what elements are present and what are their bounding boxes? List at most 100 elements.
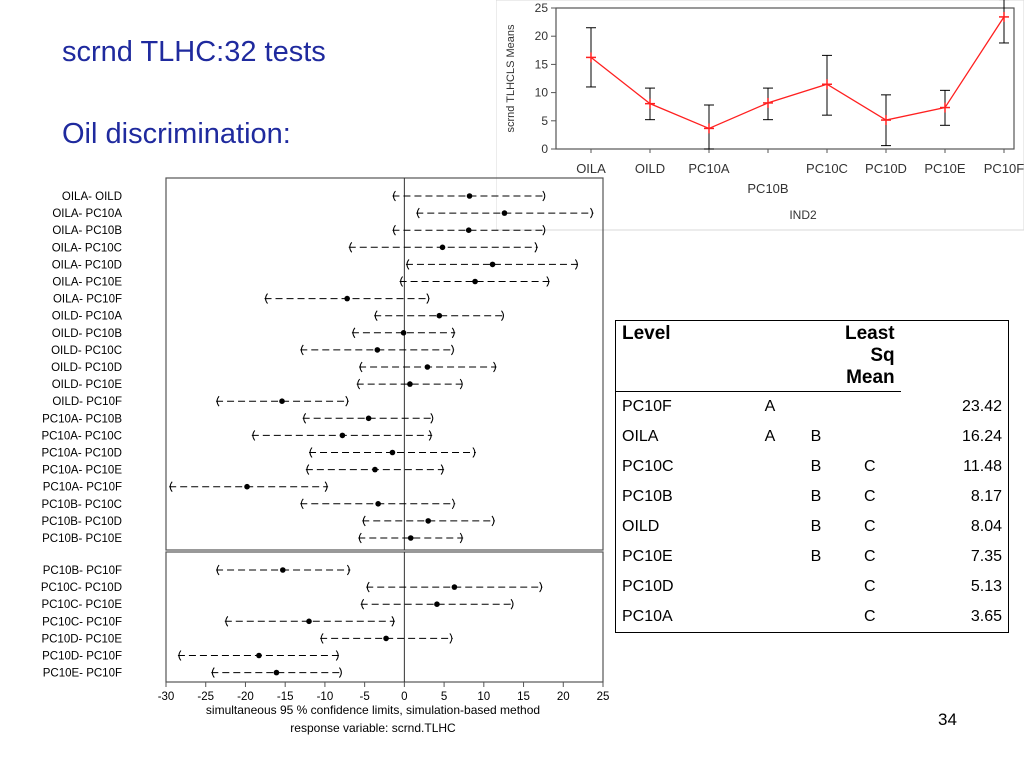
group-letter-cell: [747, 602, 793, 633]
interval-lower-bracket: [366, 581, 370, 593]
point-estimate: [472, 278, 478, 285]
interval-lower-bracket: [216, 564, 220, 576]
table-row: PC10F A 23.42: [616, 392, 1009, 423]
point-estimate: [372, 466, 378, 473]
point-estimate: [407, 381, 413, 387]
x-tick-label: -20: [237, 691, 254, 703]
least-squares-table-body: PC10F A 23.42 OILA A B 16.24 PC10C B C 11.48 PC10B B…: [616, 392, 1009, 633]
group-letter-cell: C: [864, 518, 876, 535]
interval-upper-bracket: [430, 412, 434, 424]
comparison-label: PC10A- PC10C: [41, 430, 122, 442]
interval-lower-bracket: [362, 515, 366, 527]
x-tick-label: 25: [597, 691, 610, 703]
interval-lower-bracket: [306, 464, 310, 475]
comparison-label: OILA- PC10B: [52, 225, 122, 237]
point-estimate: [389, 449, 396, 456]
comparison-label: PC10A- PC10F: [43, 482, 122, 494]
table-row: PC10B B C 8.17: [616, 482, 1009, 512]
lsmean-cell: 11.48: [963, 458, 1002, 475]
interval-upper-bracket: [590, 207, 593, 219]
group-letter-cell: C: [864, 548, 876, 565]
interval-lower-bracket: [406, 259, 410, 270]
slide-subtitle: Oil discrimination:: [62, 118, 291, 150]
group-letter-cell: A: [764, 428, 776, 445]
interval-lower-bracket: [216, 395, 220, 407]
interval-upper-bracket: [542, 224, 546, 236]
interval-lower-bracket: [392, 224, 396, 236]
comparison-label: OILA- PC10D: [52, 259, 122, 271]
interval-upper-bracket: [449, 633, 453, 644]
means-plot-frame: [555, 7, 1015, 150]
ls-means-chart: 0 5 10 15 20 25 scrnd TLHCLS Means OILA OILD PC10…: [496, 0, 1024, 231]
table-header-row: Level Least Sq Mean: [615, 320, 1009, 392]
mean-point-marker: [999, 11, 1009, 22]
point-estimate: [339, 432, 346, 439]
interval-upper-bracket: [501, 310, 504, 322]
table-row: PC10D C 5.13: [616, 572, 1009, 602]
lsmean-cell: 5.13: [970, 578, 1002, 595]
point-estimate: [344, 295, 350, 302]
interval-lower-bracket: [309, 447, 313, 458]
level-cell: OILD: [622, 518, 660, 535]
x-tick-label: -5: [360, 691, 370, 703]
comparison-label: OILD- PC10C: [51, 345, 122, 357]
interval-lower-bracket: [178, 650, 182, 661]
comparison-label: PC10C- PC10F: [42, 616, 122, 628]
interval-upper-bracket: [451, 344, 454, 356]
comparison-label: PC10A- PC10B: [42, 413, 122, 425]
pairwise-interval-chart: OILA- OILD OILA- PC10A OILA- PC10B OILA- PC…: [41, 177, 610, 735]
x-tick-label: 10: [477, 691, 490, 703]
point-estimate: [375, 501, 381, 507]
point-estimate: [466, 193, 473, 199]
y-axis-title: scrnd TLHCLS Means: [505, 24, 517, 133]
x-axis-title: IND2: [789, 208, 817, 222]
interval-upper-bracket: [510, 598, 514, 610]
interval-upper-bracket: [324, 481, 328, 493]
level-cell: PC10B: [622, 488, 673, 505]
group-letter-cell: [793, 602, 839, 633]
comparison-label: PC10B- PC10C: [41, 499, 122, 511]
lsmean-cell: 8.04: [970, 518, 1002, 535]
group-letter-cell: B: [810, 428, 822, 445]
group-letter-cell: [747, 572, 793, 602]
level-cell: PC10E: [622, 548, 673, 565]
interval-upper-bracket: [428, 430, 432, 441]
interval-panel-frame: [165, 551, 604, 683]
mean-point-marker: [822, 79, 832, 90]
comparison-label: OILD- PC10E: [52, 379, 123, 391]
interval-upper-bracket: [493, 361, 497, 373]
level-cell: PC10D: [622, 578, 674, 595]
y-tick-label: 0: [541, 142, 548, 156]
group-letter-cell: B: [810, 458, 822, 475]
interval-lower-bracket: [225, 615, 229, 627]
table-row: PC10E B C 7.35: [616, 542, 1009, 572]
interval-lower-bracket: [320, 633, 324, 644]
interval-lower-bracket: [252, 430, 256, 441]
comparison-label: OILD- PC10D: [51, 362, 122, 374]
interval-upper-bracket: [539, 581, 543, 593]
level-cell: PC10A: [622, 608, 673, 625]
interval-upper-bracket: [451, 327, 455, 339]
x-tick-label: PC10D: [865, 161, 907, 176]
comparison-label: PC10C- PC10E: [41, 599, 122, 611]
interval-upper-bracket: [391, 615, 395, 627]
lsmean-cell: 8.17: [970, 488, 1002, 505]
point-estimate: [256, 652, 262, 659]
interval-upper-bracket: [542, 190, 546, 202]
interval-upper-bracket: [491, 515, 495, 527]
interval-lower-bracket: [400, 276, 403, 287]
comparison-label: OILD- PC10A: [52, 311, 123, 323]
interval-lower-bracket: [357, 378, 361, 390]
x-tick-label: PC10B: [747, 181, 788, 196]
group-letter-cell: B: [810, 518, 822, 535]
interval-upper-bracket: [345, 395, 349, 407]
mean-point-marker: [881, 115, 891, 126]
interval-upper-bracket: [546, 276, 550, 287]
group-letter-cell: [747, 512, 793, 542]
point-estimate: [501, 210, 508, 216]
point-estimate: [439, 244, 446, 251]
interval-lower-bracket: [352, 327, 356, 339]
group-letter-cell: [793, 572, 839, 602]
comparison-label: OILA- PC10E: [52, 277, 122, 289]
lsmean-cell: 16.24: [961, 428, 1002, 445]
